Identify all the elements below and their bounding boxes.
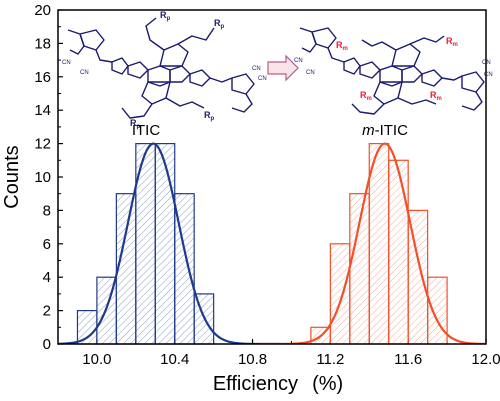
y-tick-label: 14 bbox=[34, 102, 51, 119]
y-tick-label: 2 bbox=[43, 303, 51, 320]
x-tick-label: 10.0 bbox=[82, 351, 111, 368]
m-itic-bar bbox=[427, 276, 448, 345]
tick-labels: 0 2 4 6 8 10 12 14 16 18 20 10.0 10.4 10.8 11.2 11.6 12.… bbox=[34, 2, 500, 368]
m-itic-bar bbox=[329, 243, 351, 345]
m-itic-bar bbox=[368, 143, 390, 345]
histogram-bars bbox=[76, 143, 448, 345]
svg-text:Rm: Rm bbox=[360, 90, 372, 102]
svg-text:Rp: Rp bbox=[204, 110, 215, 122]
svg-text:Rp: Rp bbox=[214, 18, 225, 30]
itic-bar bbox=[76, 310, 98, 345]
x-tick-label: 11.2 bbox=[316, 351, 344, 368]
y-tick-label: 10 bbox=[34, 169, 51, 186]
svg-text:CN: CN bbox=[252, 66, 261, 72]
svg-text:CN: CN bbox=[484, 72, 493, 78]
itic-bar bbox=[154, 143, 176, 345]
itic-gaussian-fit bbox=[58, 142, 280, 344]
svg-text:CN: CN bbox=[258, 76, 267, 82]
m-itic-bar bbox=[388, 159, 409, 345]
svg-text:CN: CN bbox=[294, 58, 303, 64]
x-tick-label: 10.4 bbox=[160, 351, 189, 368]
svg-text:Rm: Rm bbox=[446, 36, 458, 48]
plot-frame bbox=[57, 9, 487, 345]
itic-molecule-structure: Rp Rp Rp Rp CN CN CN CN bbox=[62, 10, 267, 130]
m-itic-label: m-ITIC bbox=[362, 122, 408, 139]
m-itic-molecule-structure: Rm Rm Rm Rm CN CN CN CN bbox=[294, 27, 493, 115]
svg-text:CN: CN bbox=[80, 70, 89, 76]
y-tick-label: 16 bbox=[34, 69, 51, 86]
gaussian-fits bbox=[58, 142, 486, 344]
itic-bar bbox=[115, 193, 137, 345]
m-itic-gaussian-fit bbox=[258, 142, 486, 344]
y-tick-label: 12 bbox=[34, 136, 51, 153]
y-tick-label: 8 bbox=[43, 202, 51, 219]
y-tick-label: 18 bbox=[34, 35, 51, 52]
svg-text:Rp: Rp bbox=[160, 10, 171, 22]
svg-text:Rp: Rp bbox=[130, 118, 141, 130]
y-tick-label: 6 bbox=[43, 236, 51, 253]
x-tick-label: 10.8 bbox=[238, 351, 267, 368]
y-tick-label: 0 bbox=[43, 336, 51, 353]
y-axis-title: Counts bbox=[1, 145, 23, 208]
itic-label: ITIC bbox=[132, 122, 160, 139]
x-tick-label: 12.0 bbox=[471, 351, 500, 368]
svg-text:Rm: Rm bbox=[336, 40, 348, 52]
y-tick-label: 4 bbox=[43, 269, 51, 286]
svg-text:CN: CN bbox=[482, 60, 491, 66]
x-axis-title: Efficiency (%) bbox=[213, 373, 343, 395]
y-tick-label: 20 bbox=[34, 2, 51, 19]
svg-text:CN: CN bbox=[62, 60, 71, 66]
m-itic-bar bbox=[349, 193, 370, 345]
svg-text:Rm: Rm bbox=[430, 90, 442, 102]
svg-text:CN: CN bbox=[306, 70, 315, 76]
right-arrow-icon bbox=[267, 54, 299, 82]
x-tick-label: 11.6 bbox=[394, 351, 422, 368]
